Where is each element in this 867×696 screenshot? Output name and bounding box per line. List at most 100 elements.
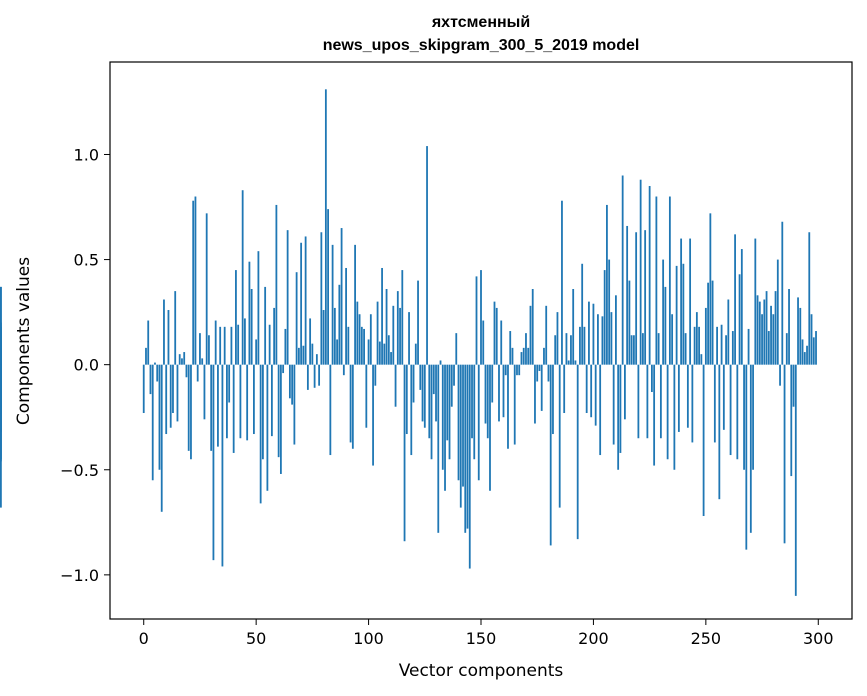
- bar-121: [414, 343, 417, 365]
- bar-17: [181, 358, 183, 365]
- bar-108: [385, 289, 388, 365]
- bar-270: [749, 364, 752, 533]
- bar-243: [689, 238, 692, 365]
- bar-180: [547, 364, 550, 382]
- bar-278: [767, 331, 770, 365]
- bar-266: [740, 249, 743, 365]
- bar-279: [770, 305, 772, 365]
- x-tick-label: 150: [466, 629, 497, 648]
- bar-77: [315, 354, 318, 365]
- bar-131: [437, 364, 440, 533]
- bar-72: [304, 236, 307, 365]
- bar-88: [340, 228, 343, 365]
- bar-200: [592, 303, 595, 365]
- bar-147: [473, 364, 476, 460]
- bar-16: [178, 354, 181, 365]
- bar-261: [729, 364, 732, 456]
- bar-118: [408, 312, 410, 365]
- bar-253: [711, 280, 714, 365]
- bar-94: [354, 244, 356, 365]
- bar-208: [610, 312, 613, 365]
- bar-255: [716, 326, 718, 365]
- bar-254: [713, 364, 716, 443]
- bar-85: [333, 307, 336, 365]
- x-tick-label: 0: [139, 629, 149, 648]
- bar-190: [570, 335, 572, 365]
- bar-53: [262, 364, 264, 460]
- bar-160: [502, 364, 505, 418]
- bar-205: [603, 270, 606, 365]
- bar-93: [351, 364, 354, 449]
- bar-226: [650, 364, 653, 392]
- bar-150: [480, 270, 482, 365]
- bar-1: [145, 347, 147, 365]
- bar-23: [194, 196, 197, 365]
- bar-9: [163, 299, 165, 365]
- bar-106: [381, 267, 383, 365]
- bar-124: [421, 364, 424, 422]
- bar-43: [239, 364, 242, 439]
- bar-289: [792, 364, 795, 407]
- bar-20: [187, 364, 190, 451]
- bar-242: [686, 364, 689, 428]
- y-axis-label: Components values: [14, 257, 34, 425]
- bar-249: [702, 364, 705, 517]
- bar-44: [241, 190, 244, 365]
- bar-166: [516, 364, 518, 376]
- bar-10: [165, 364, 168, 435]
- bar-6: [156, 364, 159, 382]
- bar-282: [776, 259, 779, 365]
- bar-154: [489, 364, 491, 491]
- bar-31: [212, 364, 215, 561]
- bar-220: [637, 364, 640, 439]
- bar-230: [659, 364, 662, 439]
- x-axis-label: Vector components: [399, 661, 564, 681]
- bar-61: [279, 364, 282, 474]
- bar-216: [628, 280, 631, 365]
- bar-142: [462, 364, 464, 487]
- bar-172: [529, 305, 532, 365]
- bar-132: [439, 360, 442, 365]
- bar-75: [311, 343, 314, 365]
- bar-244: [691, 364, 694, 443]
- bar-133: [441, 364, 444, 470]
- x-tick-label: 50: [246, 629, 266, 648]
- bar-39: [230, 326, 233, 365]
- bar-73: [306, 364, 309, 390]
- bar-109: [387, 335, 390, 365]
- bar-163: [509, 331, 512, 365]
- bar-263: [734, 234, 736, 365]
- bar-159: [500, 320, 503, 365]
- y-tick-label: 0.5: [74, 251, 99, 270]
- y-tick-label: 1.0: [74, 145, 99, 164]
- bar-274: [758, 301, 761, 365]
- bar-215: [626, 225, 629, 365]
- bar-89: [342, 364, 345, 376]
- bar-139: [455, 333, 458, 365]
- bar-287: [788, 289, 790, 365]
- bar-161: [504, 364, 507, 376]
- bar-84: [331, 244, 334, 365]
- bar-157: [495, 307, 498, 365]
- bar-45: [244, 318, 246, 365]
- bar-36: [223, 326, 226, 365]
- bar-197: [585, 364, 588, 414]
- bar-203: [599, 364, 602, 456]
- bar-48: [250, 289, 253, 365]
- bar-238: [677, 364, 680, 432]
- bar-135: [446, 364, 449, 441]
- bar-297: [810, 314, 813, 365]
- bar-40: [232, 364, 235, 453]
- bar-82: [327, 209, 329, 365]
- bar-258: [722, 364, 725, 430]
- bar-46: [246, 364, 249, 441]
- bar-91: [347, 326, 350, 365]
- bar-169: [522, 347, 525, 365]
- bar-276: [763, 299, 766, 365]
- bar-275: [761, 314, 763, 365]
- bar-280: [772, 314, 775, 365]
- y-tick-label: −0.5: [60, 461, 99, 480]
- bar-225: [648, 186, 651, 365]
- bar-202: [597, 314, 599, 365]
- bar-76: [313, 364, 316, 388]
